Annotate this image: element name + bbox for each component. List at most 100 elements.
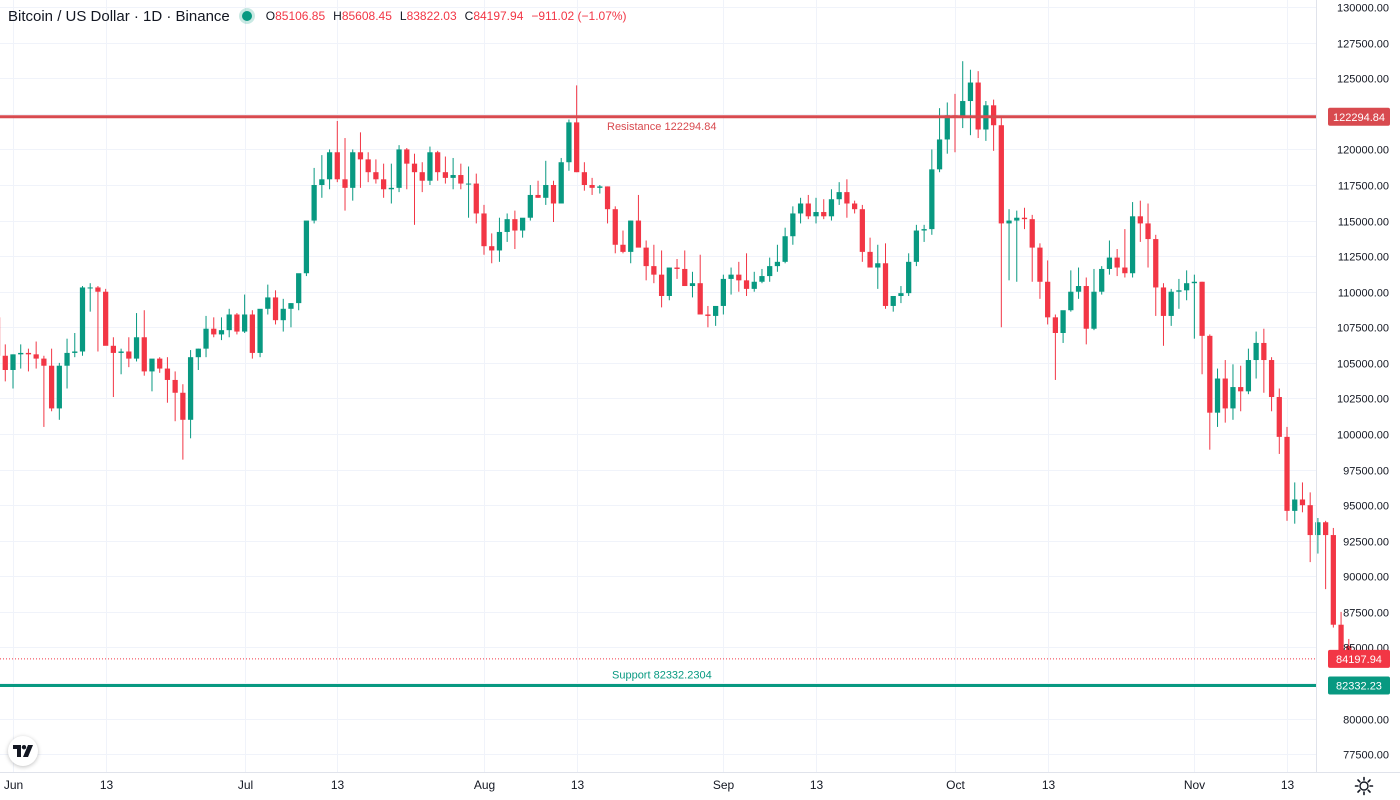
price-tick-label: 87500.00: [1343, 608, 1389, 620]
candle-body: [944, 115, 950, 140]
candle-body: [1052, 317, 1059, 333]
candle-body: [272, 297, 279, 321]
candle-body: [1261, 342, 1267, 361]
candle-body: [597, 186, 603, 188]
price-tick-label: 90000.00: [1343, 572, 1389, 584]
time-tick-label: 13: [810, 778, 824, 792]
candle-body: [805, 203, 811, 217]
candle-body: [913, 230, 920, 262]
candle-body: [1191, 281, 1197, 284]
price-tick-label: 117500.00: [1338, 181, 1389, 193]
low-value: 83822.03: [406, 9, 457, 23]
candle-body: [110, 345, 117, 353]
candle-body: [64, 352, 70, 366]
candle-body: [674, 267, 680, 269]
candle-body: [265, 297, 271, 309]
price-tick-label: 120000.00: [1337, 145, 1389, 157]
candle-body: [720, 278, 726, 306]
candle-body: [33, 354, 39, 359]
candle-body: [1068, 291, 1074, 311]
candle-body: [689, 283, 696, 287]
price-axis[interactable]: 130000.00127500.00125000.00122500.001200…: [1316, 0, 1391, 772]
candle-body: [635, 220, 642, 248]
chart-grid: [0, 0, 1316, 772]
price-tick-label: 95000.00: [1343, 501, 1389, 513]
time-axis[interactable]: Jun13Jul13Aug13Sep13Oct13Nov13Dec: [0, 772, 1400, 793]
candle-body: [489, 246, 495, 251]
candle-body: [898, 293, 904, 296]
candle-body: [226, 314, 232, 331]
candle-body: [257, 308, 263, 353]
candle-body: [836, 192, 842, 200]
tradingview-logo-icon[interactable]: [8, 736, 38, 766]
candle-body: [126, 351, 132, 359]
candle-body: [890, 295, 896, 306]
candle-body: [133, 337, 140, 359]
candle-body: [458, 175, 464, 184]
candle-body: [1060, 310, 1066, 333]
candle-body: [558, 162, 564, 204]
candle-body: [465, 183, 472, 185]
candle-body: [550, 184, 557, 204]
candle-body: [543, 184, 549, 198]
candle-body: [195, 348, 201, 358]
candle-body: [1160, 287, 1167, 316]
high-label: H: [333, 9, 342, 23]
price-tick-label: 115000.00: [1338, 217, 1389, 229]
candle-body: [1037, 247, 1043, 282]
gear-icon[interactable]: [1354, 776, 1374, 796]
candle-body: [743, 280, 750, 289]
last-price-badge: 84197.94: [1336, 654, 1382, 666]
candle-body: [1145, 223, 1151, 240]
candle-body: [1137, 216, 1143, 224]
time-tick-label: 13: [571, 778, 585, 792]
open-label: O: [265, 9, 276, 23]
price-tick-label: 112500.00: [1338, 252, 1389, 264]
candle-body: [682, 268, 688, 287]
candle-body: [1330, 535, 1336, 625]
candle-body: [960, 101, 966, 117]
candle-body: [373, 172, 379, 180]
candle-body: [79, 287, 86, 352]
candle-body: [1222, 378, 1228, 409]
candle-body: [280, 308, 286, 321]
resistance-badge-bg: [1328, 107, 1390, 126]
candle-body: [1253, 342, 1259, 361]
candle-body: [1168, 291, 1174, 316]
candle-body: [1114, 257, 1120, 268]
candle-body: [844, 192, 850, 204]
candle-body: [87, 287, 93, 289]
candle-body: [1106, 257, 1113, 269]
time-tick-label: 13: [331, 778, 345, 792]
candle-body: [48, 365, 55, 409]
candle-body: [473, 183, 479, 214]
candle-body: [303, 220, 310, 274]
candle-body: [427, 152, 433, 181]
candle-body: [25, 352, 32, 355]
candle-body: [697, 283, 703, 315]
candle-body: [581, 172, 588, 185]
candle-body: [1176, 290, 1182, 292]
candle-body: [998, 125, 1004, 224]
candle-body: [643, 247, 649, 267]
candle-body: [1122, 267, 1128, 274]
symbol-title[interactable]: Bitcoin / US Dollar · 1D · Binance: [8, 7, 230, 25]
price-tick-label: 80000.00: [1343, 715, 1389, 727]
candle-body: [157, 358, 163, 369]
time-tick-label: Jun: [4, 778, 23, 792]
candle-body: [1199, 281, 1205, 336]
candle-body: [1006, 220, 1012, 224]
candle-body: [658, 274, 665, 296]
close-value: 84197.94: [473, 9, 524, 23]
candle-body: [1322, 522, 1329, 536]
candle-body: [705, 314, 711, 316]
candle-body: [797, 203, 804, 214]
price-tick-label: 130000.00: [1337, 3, 1389, 15]
candle-body: [713, 305, 719, 316]
time-tick-label: Aug: [474, 778, 495, 792]
candle-body: [821, 212, 827, 217]
candle-body: [326, 152, 333, 180]
candle-body: [1276, 397, 1282, 437]
candle-body: [442, 172, 449, 178]
